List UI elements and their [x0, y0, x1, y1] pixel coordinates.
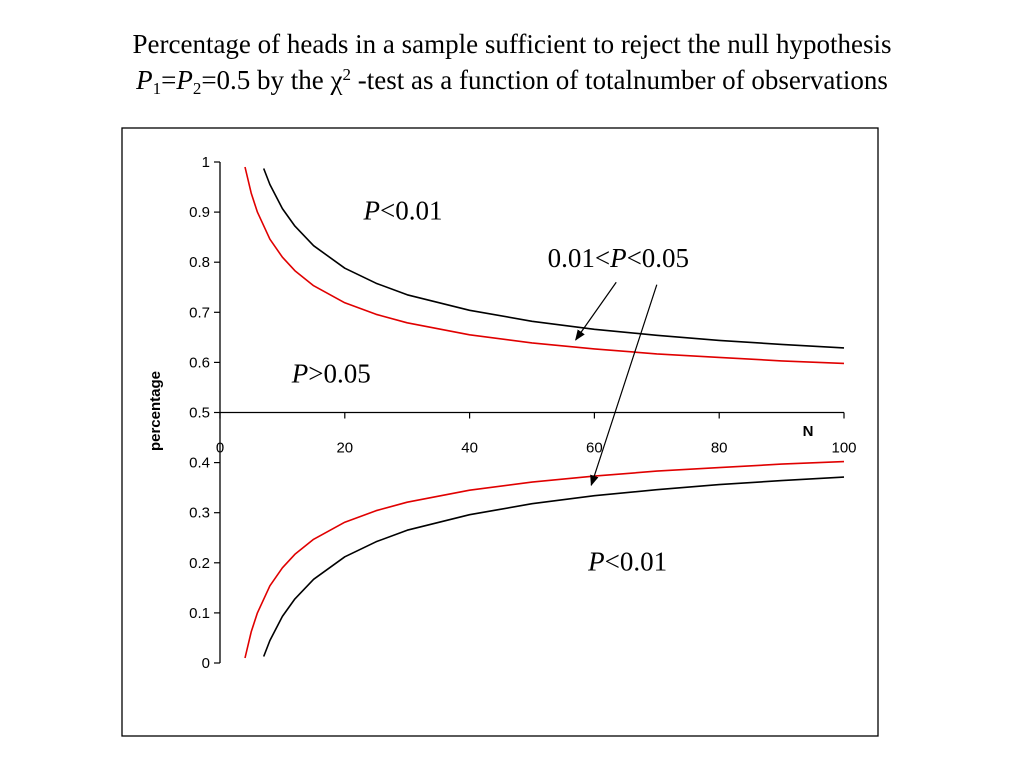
y-tick-label: 0.9 [189, 204, 210, 221]
y-tick-label: 0.8 [189, 254, 210, 271]
title-line-2: P1=P2=0.5 by the χ2 -test as a function … [0, 62, 1024, 98]
region-label-threshold: <0.05 [627, 243, 689, 273]
region-label-p: P [291, 358, 309, 388]
annotation-arrow-2 [590, 284, 658, 487]
x-tick-label: 20 [336, 440, 353, 457]
series-line-4 [244, 460, 845, 659]
region-label-p: P [363, 196, 381, 226]
title-sup: 2 [342, 65, 352, 84]
x-tick-label: 60 [586, 440, 603, 457]
y-tick-label: 0.2 [189, 555, 210, 572]
title-rest2: -test as a function of totalnumber of ob… [351, 65, 888, 95]
region-label-4: P<0.01 [587, 546, 667, 576]
y-tick-label: 0.3 [189, 505, 210, 522]
series-line-1 [262, 168, 845, 349]
title-sub2: 2 [192, 79, 202, 98]
title-eq1: = [161, 65, 177, 95]
annotation-arrow-1 [575, 281, 617, 341]
x-tick-label: 80 [711, 440, 728, 457]
y-tick-label: 0.7 [189, 304, 210, 321]
series-line-3 [244, 166, 845, 365]
y-tick-label: 0.6 [189, 354, 210, 371]
title-p1: P [136, 65, 153, 95]
series-line-2 [262, 476, 845, 657]
y-tick-label: 0.4 [189, 455, 210, 472]
chart-title: Percentage of heads in a sample sufficie… [0, 26, 1024, 98]
title-chi: χ [330, 65, 343, 95]
x-tick-label: 40 [461, 440, 478, 457]
title-rest1: =0.5 by the [201, 65, 331, 95]
x-tick-label: 0 [216, 440, 224, 457]
region-label-threshold: <0.01 [380, 196, 442, 226]
region-label-2: P>0.05 [291, 358, 371, 388]
region-label-p: P [609, 243, 627, 273]
region-label-1: P<0.01 [363, 196, 443, 226]
y-tick-label: 0 [202, 655, 210, 672]
y-axis-label: percentage [147, 371, 164, 451]
region-label-threshold: <0.01 [605, 546, 667, 576]
region-label-3: 0.01<P<0.05 [548, 243, 689, 273]
title-line-1: Percentage of heads in a sample sufficie… [132, 29, 892, 59]
x-axis-label: N [803, 423, 814, 440]
chart-frame [121, 127, 879, 737]
title-sub1: 1 [152, 79, 162, 98]
title-p2: P [176, 65, 193, 95]
region-label-threshold: >0.05 [308, 358, 370, 388]
y-tick-label: 0.1 [189, 605, 210, 622]
x-tick-label: 100 [831, 440, 856, 457]
y-tick-label: 0.5 [189, 405, 210, 422]
y-tick-label: 1 [202, 154, 210, 171]
region-label-prefix: 0.01< [548, 243, 610, 273]
region-label-p: P [587, 546, 605, 576]
